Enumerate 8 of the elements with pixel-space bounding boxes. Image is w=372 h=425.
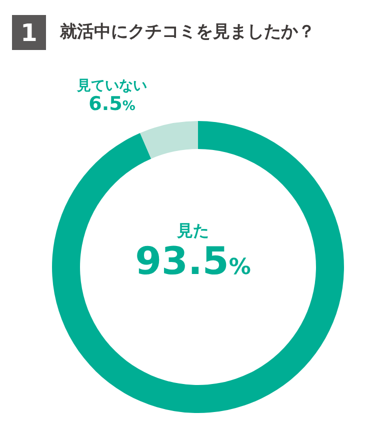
- slice-label: 見た: [176, 221, 210, 240]
- donut-slice: [140, 121, 198, 159]
- chart-title: 就活中にクチコミを見ましたか？: [60, 21, 315, 43]
- data-label: 6.5%: [88, 93, 136, 116]
- number-badge: 1: [12, 15, 46, 50]
- slice-label: 見ていない: [76, 78, 148, 94]
- donut-slice: [52, 121, 344, 413]
- data-label: 93.5%: [135, 239, 251, 284]
